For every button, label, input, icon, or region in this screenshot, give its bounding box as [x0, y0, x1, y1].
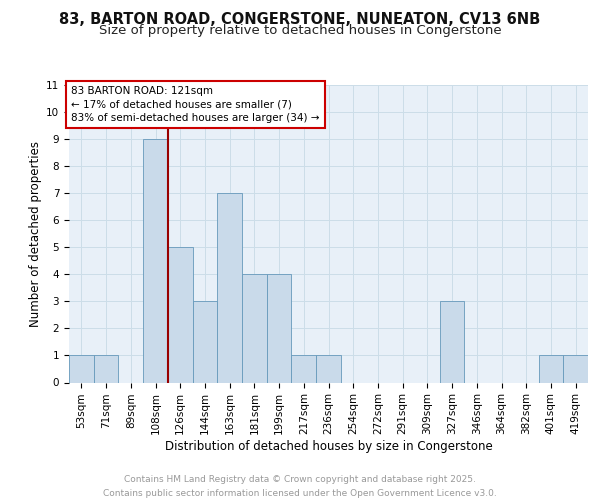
Bar — [168, 248, 193, 382]
Text: 83 BARTON ROAD: 121sqm
← 17% of detached houses are smaller (7)
83% of semi-deta: 83 BARTON ROAD: 121sqm ← 17% of detached… — [71, 86, 320, 123]
Bar — [539, 356, 563, 382]
Bar — [193, 302, 217, 382]
Bar — [440, 302, 464, 382]
Text: Contains HM Land Registry data © Crown copyright and database right 2025.
Contai: Contains HM Land Registry data © Crown c… — [103, 476, 497, 498]
Bar — [94, 356, 118, 382]
Text: 83, BARTON ROAD, CONGERSTONE, NUNEATON, CV13 6NB: 83, BARTON ROAD, CONGERSTONE, NUNEATON, … — [59, 12, 541, 28]
X-axis label: Distribution of detached houses by size in Congerstone: Distribution of detached houses by size … — [164, 440, 493, 453]
Bar — [563, 356, 588, 382]
Bar — [316, 356, 341, 382]
Y-axis label: Number of detached properties: Number of detached properties — [29, 141, 42, 327]
Bar — [69, 356, 94, 382]
Bar — [242, 274, 267, 382]
Bar — [143, 139, 168, 382]
Bar — [292, 356, 316, 382]
Bar — [217, 193, 242, 382]
Text: Size of property relative to detached houses in Congerstone: Size of property relative to detached ho… — [98, 24, 502, 37]
Bar — [267, 274, 292, 382]
